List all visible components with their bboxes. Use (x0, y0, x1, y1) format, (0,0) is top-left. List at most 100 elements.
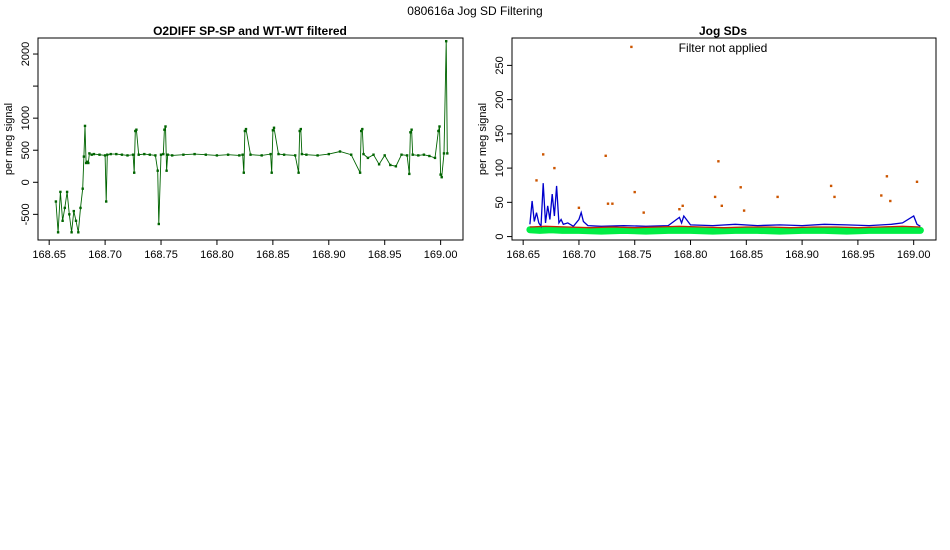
data-point (244, 127, 248, 131)
data-point (77, 231, 80, 234)
data-point (215, 154, 219, 157)
data-point (162, 152, 165, 156)
o2diff-panel-title: O2DIFF SP-SP and WT-WT filtered (153, 24, 347, 38)
data-point (327, 152, 330, 156)
data-point (604, 154, 607, 157)
data-point (350, 153, 353, 156)
data-point (889, 199, 892, 203)
data-point (720, 204, 723, 207)
data-point (171, 154, 174, 157)
y-tick-label: 0 (20, 179, 32, 185)
data-point (394, 165, 398, 168)
jog-sds-x-axis: 168.65 168.70 168.75 168.80 168.85 168.90 168.… (506, 240, 931, 261)
data-point (739, 186, 742, 189)
data-point (242, 171, 245, 174)
data-point (164, 125, 167, 128)
data-point (135, 128, 138, 131)
jog-sds-panel-title: Jog SDs (699, 24, 747, 38)
filter-annotation: Filter not applied (679, 41, 768, 55)
data-point (410, 128, 413, 131)
data-point (297, 171, 300, 174)
data-point (294, 154, 297, 157)
data-point (271, 129, 275, 132)
o2diff-series (54, 40, 449, 234)
o2diff-x-axis: 168.65 168.70 168.75 168.80 168.85 168.90 168.… (32, 240, 457, 261)
data-point (633, 190, 636, 194)
data-point (103, 154, 107, 157)
data-point (63, 206, 66, 210)
data-point (366, 156, 370, 160)
data-point (717, 160, 720, 163)
jog-sds-y-axis-label: per meg signal (477, 103, 489, 175)
x-tick-label: 168.75 (144, 249, 178, 261)
data-point (243, 129, 247, 133)
data-point (299, 127, 302, 131)
data-point (241, 153, 244, 156)
x-tick-label: 168.65 (506, 249, 540, 261)
data-point (131, 153, 135, 156)
series-line (529, 183, 921, 229)
y-tick-label: 150 (494, 125, 506, 143)
data-point (338, 150, 342, 153)
data-point (300, 152, 304, 156)
data-point (81, 187, 84, 190)
data-point (61, 219, 64, 222)
x-tick-label: 168.80 (200, 249, 234, 261)
data-point (742, 209, 746, 212)
data-point (54, 200, 58, 203)
data-point (83, 124, 87, 128)
data-point (134, 129, 137, 133)
o2diff-plot-frame (37, 37, 464, 241)
x-tick-label: 168.90 (312, 249, 346, 261)
data-point (880, 194, 883, 197)
data-point (681, 204, 684, 207)
data-point (361, 127, 364, 131)
data-point (383, 154, 386, 157)
x-tick-label: 168.70 (88, 249, 122, 261)
data-point (109, 152, 112, 156)
y-tick-label: 50 (494, 196, 506, 208)
data-point (358, 171, 362, 174)
jog-sds-series (526, 45, 924, 235)
data-point (74, 219, 78, 222)
data-point (417, 154, 420, 157)
data-point (272, 126, 276, 129)
x-tick-label: 168.70 (562, 249, 596, 261)
data-point (133, 171, 136, 174)
o2diff-panel: O2DIFF SP-SP and WT-WT filtered 168.65 16… (3, 24, 464, 261)
jog-sds-plot-frame (511, 37, 937, 241)
data-point (542, 153, 545, 156)
data-point (362, 152, 365, 156)
data-point (405, 154, 409, 157)
series-band (526, 226, 924, 235)
data-point (437, 129, 440, 133)
data-point (553, 166, 556, 170)
data-point (70, 231, 73, 234)
data-point (642, 211, 645, 214)
y-tick-label: 1000 (20, 106, 32, 130)
data-point (438, 125, 441, 128)
o2diff-y-axis: -500 0 500 1000 2000 (20, 42, 38, 225)
data-point (166, 153, 169, 156)
x-tick-label: 168.95 (841, 249, 875, 261)
y-tick-label: -500 (20, 203, 32, 225)
data-point (611, 202, 614, 205)
data-point (606, 202, 610, 205)
x-tick-label: 168.85 (729, 249, 763, 261)
data-point (226, 153, 230, 156)
data-point (316, 154, 319, 157)
data-point (137, 153, 140, 156)
data-point (885, 175, 889, 178)
data-point (154, 154, 157, 157)
data-point (120, 153, 124, 156)
x-tick-label: 168.85 (256, 249, 290, 261)
data-point (428, 154, 431, 158)
data-point (182, 153, 185, 156)
data-point (157, 222, 160, 226)
data-point (305, 153, 308, 156)
data-point (106, 153, 109, 156)
data-point (678, 208, 681, 211)
data-point (56, 231, 60, 234)
o2diff-y-axis-label: per meg signal (3, 103, 15, 175)
y-tick-label: 500 (20, 141, 32, 159)
